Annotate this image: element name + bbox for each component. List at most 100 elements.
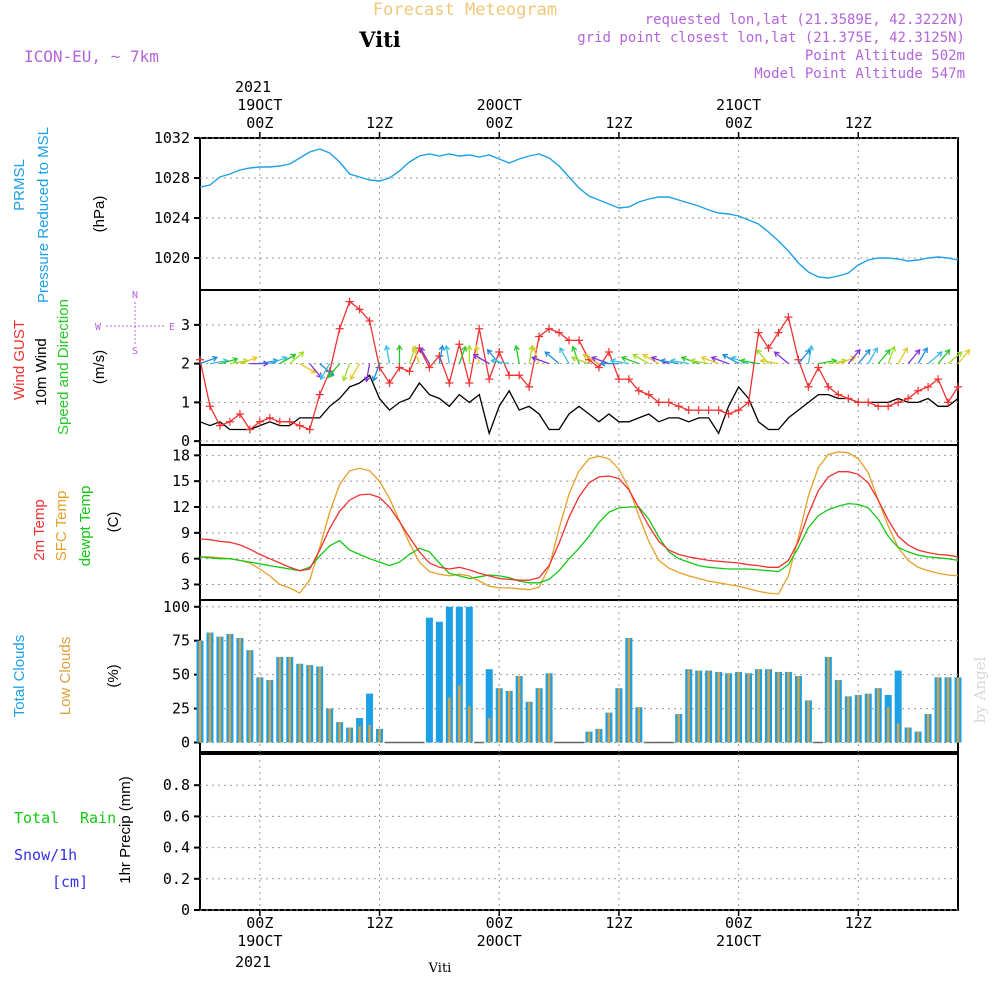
axis-bottom-year: 2021 <box>235 953 271 971</box>
low-cloud-bar <box>807 700 810 743</box>
wind-arrow-head <box>632 353 639 360</box>
wind-arrow <box>229 359 248 365</box>
gust-marker <box>764 344 773 353</box>
y-tick-labels: 1020102410281032012336912151802550751000… <box>154 129 190 919</box>
gust-marker <box>575 336 583 345</box>
y-tick-label: 1 <box>181 393 190 411</box>
point-altitude: Point Altitude 502m <box>805 48 965 64</box>
wind-arrow <box>412 346 421 364</box>
time-tick-label: 12Z <box>605 114 632 132</box>
wind-arrow-head <box>531 345 538 352</box>
gust-marker <box>205 402 214 411</box>
wind-arrow-head <box>411 345 418 352</box>
time-tick-label: 00Z <box>725 914 752 932</box>
low-cloud-bar <box>936 677 940 743</box>
gust-marker <box>455 340 464 349</box>
wind-arrow-head <box>263 360 270 367</box>
snow-label: Snow/1h <box>14 846 77 864</box>
wind-arrow <box>887 346 895 364</box>
wind-arrow <box>445 345 450 364</box>
wind-arrow-head <box>371 375 378 382</box>
grid-point-coords: grid point closest lon,lat (21.375E, 42.… <box>577 30 965 46</box>
wind-arrow-head <box>659 358 666 365</box>
gust-marker <box>465 379 474 387</box>
low-cloud-bar <box>358 726 361 743</box>
compass-n: N <box>132 290 138 301</box>
low-cloud-bar <box>507 690 511 743</box>
wind-arrow-head <box>756 348 762 355</box>
wind-arrow-head <box>620 355 627 362</box>
wind-arrow <box>279 354 296 365</box>
low-cloud-bar <box>827 657 830 743</box>
gust-marker <box>525 382 534 391</box>
low-cloud-bar <box>288 657 291 743</box>
wind-arrow-head <box>364 376 371 383</box>
low-cloud-bar <box>517 676 521 743</box>
wind-gust-label: Wind GUST <box>11 320 28 400</box>
time-tick-label: 12Z <box>605 914 632 932</box>
gust-marker <box>345 297 354 306</box>
gust-marker <box>864 398 873 407</box>
total-cloud-bar <box>445 606 453 743</box>
low-cloud-bar <box>857 695 860 743</box>
y-tick-label: 0.2 <box>163 870 190 888</box>
precip-unit: 1hr Precip (mm) <box>117 776 134 884</box>
y-tick-label: 75 <box>172 632 190 650</box>
wind-arrow <box>473 354 490 365</box>
wind-arrow <box>947 351 963 365</box>
low-cloud-bar <box>707 670 710 743</box>
wind-arrow-head <box>486 348 493 355</box>
low-cloud-bar <box>228 633 232 743</box>
y-tick-label: 25 <box>172 700 190 718</box>
gust-marker <box>335 324 344 333</box>
temp-2m-line <box>199 471 959 581</box>
wind-arrow-head <box>710 355 717 362</box>
wind-arrow-head <box>383 344 391 351</box>
gust-marker <box>894 398 903 407</box>
gust-marker <box>874 402 883 411</box>
clouds-low-label: Low Clouds <box>57 637 74 715</box>
low-cloud-bar <box>368 724 371 743</box>
gust-marker <box>535 332 544 341</box>
gust-marker <box>565 336 574 345</box>
wind-arrow-head <box>251 355 258 362</box>
model-label: ICON-EU, ~ 7km <box>24 47 159 66</box>
wind-arrow <box>365 363 371 382</box>
wind-arrow-head <box>884 348 891 355</box>
wind-arrow <box>917 347 928 364</box>
gust-marker <box>944 398 953 407</box>
gust-marker <box>285 417 294 426</box>
gust-marker <box>255 417 264 426</box>
gust-marker <box>435 351 444 360</box>
wind-arrow-head <box>773 351 780 357</box>
compass-e: E <box>169 322 175 333</box>
wind-arrow-head <box>473 344 480 351</box>
low-cloud-bar <box>757 669 760 743</box>
wind-10m-label: 10m Wind <box>33 338 50 406</box>
axis-top-year: 2021 <box>235 78 271 96</box>
wind-arrow <box>632 354 650 365</box>
model-altitude: Model Point Altitude 547m <box>754 66 965 82</box>
low-cloud-bar <box>597 728 601 743</box>
gust-marker <box>884 402 893 411</box>
wind-arrow-head <box>759 358 766 365</box>
wind-arrow-head <box>341 375 348 382</box>
wind-arrow <box>571 356 590 365</box>
compass-w: W <box>95 322 102 333</box>
gust-marker <box>196 355 204 364</box>
gust-marker <box>714 406 723 415</box>
gust-marker <box>355 305 364 314</box>
pressure-series <box>199 148 959 279</box>
wind-arrow-head <box>609 358 617 365</box>
gust-marker <box>604 348 613 356</box>
time-tick-label: 12Z <box>845 914 872 932</box>
wind-arrow-head <box>902 346 908 354</box>
gust-marker <box>515 371 524 380</box>
wind-arrow-head <box>700 355 707 362</box>
panel-clouds-frame <box>199 599 959 753</box>
wind-arrow <box>350 363 361 380</box>
low-cloud-bar <box>867 693 870 743</box>
gust-marker <box>405 367 414 376</box>
pressure-label-prmsl: PRMSL <box>11 159 28 211</box>
wind-arrow-head <box>490 358 497 365</box>
